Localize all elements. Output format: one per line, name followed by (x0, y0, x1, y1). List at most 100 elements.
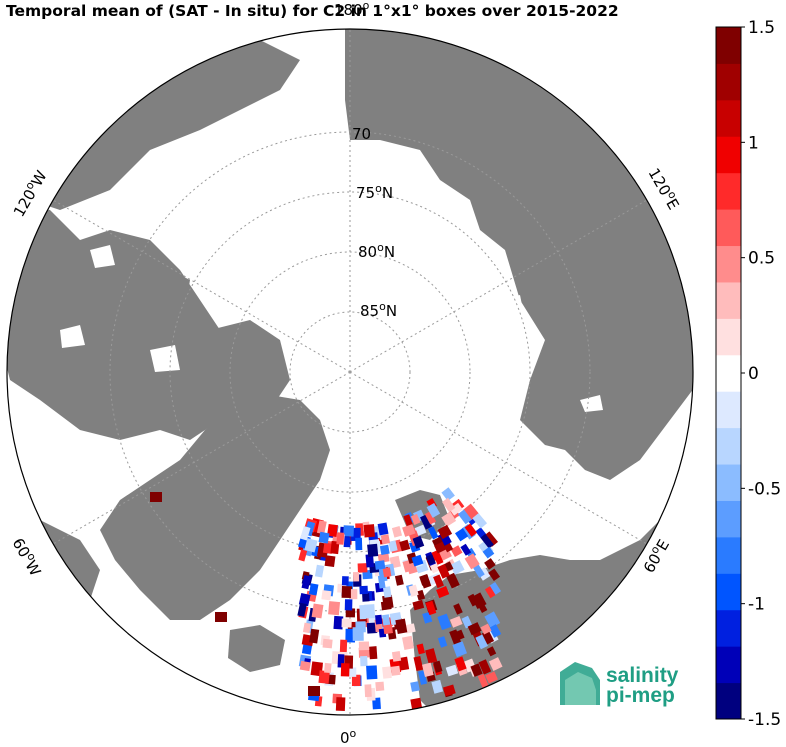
colorbar-segment (716, 536, 741, 574)
data-cell (391, 526, 403, 538)
data-cell (412, 599, 425, 611)
data-cell (437, 563, 450, 579)
data-cell (377, 575, 386, 589)
data-cell (394, 574, 404, 586)
data-cell (460, 543, 472, 556)
data-cell (433, 660, 443, 673)
data-cell (455, 528, 469, 542)
data-cell (344, 599, 353, 611)
data-cell (316, 520, 327, 535)
land-novaya-zemlya (560, 360, 650, 460)
data-cell (322, 638, 333, 649)
data-cell (403, 514, 414, 528)
data-cell (322, 542, 334, 554)
lon-label-120w: 120oW (8, 166, 51, 220)
data-cell (425, 600, 437, 616)
data-cell (364, 604, 376, 619)
data-cell (364, 684, 372, 698)
colorbar-segment (716, 281, 741, 319)
data-cell (369, 646, 378, 660)
data-cell (489, 581, 502, 595)
map-border (6, 28, 694, 716)
data-cell (441, 511, 457, 527)
lat-label-70: 70 (352, 125, 371, 143)
land-greenland (100, 395, 330, 620)
data-cell (366, 665, 378, 680)
data-cell (382, 586, 392, 598)
data-cell (482, 546, 495, 559)
data-cell (410, 697, 423, 711)
data-cell (422, 662, 434, 678)
data-cell (299, 660, 311, 672)
colorbar-segment (716, 573, 741, 611)
data-cell (455, 629, 465, 640)
data-cell (464, 553, 480, 570)
data-cell (318, 670, 330, 684)
lat-label-85: 85oN (360, 300, 397, 320)
data-cell (446, 572, 460, 589)
data-cell (424, 511, 437, 525)
data-cell (429, 549, 444, 567)
data-cell (467, 593, 479, 607)
data-cell (341, 586, 353, 599)
data-cell (308, 583, 319, 596)
data-cell (444, 561, 454, 572)
data-cell (425, 554, 436, 566)
data-cell (410, 513, 421, 525)
colorbar-ticks: 1.5 1 0.5 0 -0.5 -1 -1.5 (741, 18, 781, 730)
colorbar-segment (716, 646, 741, 684)
salinity-pimep-logo: salinity pi-mep (560, 662, 679, 707)
data-cell (484, 611, 501, 629)
data-cell (413, 656, 424, 671)
logo-text-line1: salinity (606, 664, 679, 687)
data-cell (398, 656, 410, 671)
data-cell (150, 492, 162, 502)
data-cell (436, 586, 450, 599)
data-cell (426, 502, 441, 518)
data-cell (298, 592, 311, 607)
data-cell (484, 586, 496, 599)
map-title: Temporal mean of (SAT - In situ) for C2 … (6, 2, 619, 20)
data-cell (449, 560, 465, 575)
data-cell (488, 568, 501, 581)
data-cell (380, 534, 391, 545)
data-cell (336, 532, 345, 545)
data-cell (477, 673, 489, 689)
colorbar-segment (716, 391, 741, 429)
colorbar-segment (716, 354, 741, 392)
data-cell (404, 623, 416, 634)
colorbar-segment (716, 136, 741, 174)
data-cell (449, 615, 463, 628)
land-canada-islands (120, 265, 190, 320)
data-cell (488, 624, 502, 638)
lon-label-180: 180o (334, 0, 370, 19)
data-cell (375, 614, 383, 625)
colorbar-segment (716, 427, 741, 465)
data-cell (345, 608, 356, 618)
data-cell (340, 663, 350, 677)
data-cell (425, 648, 438, 664)
data-cell (416, 643, 425, 655)
data-cell (349, 667, 357, 677)
data-cell (441, 487, 455, 502)
data-cell (445, 664, 459, 677)
data-cell (302, 622, 312, 634)
data-cell (415, 589, 426, 601)
data-cell (427, 526, 439, 540)
colorbar-segment (716, 682, 741, 720)
data-cell (411, 554, 424, 567)
colorbar-tick-label: 0 (748, 364, 759, 384)
colorbar (716, 27, 741, 720)
data-cell (375, 681, 385, 692)
colorbar-segment (716, 245, 741, 283)
data-cell (308, 686, 320, 696)
colorbar-tick-label: -0.5 (748, 479, 781, 499)
data-cell (399, 539, 411, 552)
data-cell (298, 549, 308, 562)
data-cell (461, 615, 473, 629)
data-cell (333, 615, 344, 630)
data-cell (297, 602, 307, 617)
colorbar-segment (716, 99, 741, 137)
data-cell (488, 657, 503, 671)
colorbar-segment (716, 500, 741, 538)
